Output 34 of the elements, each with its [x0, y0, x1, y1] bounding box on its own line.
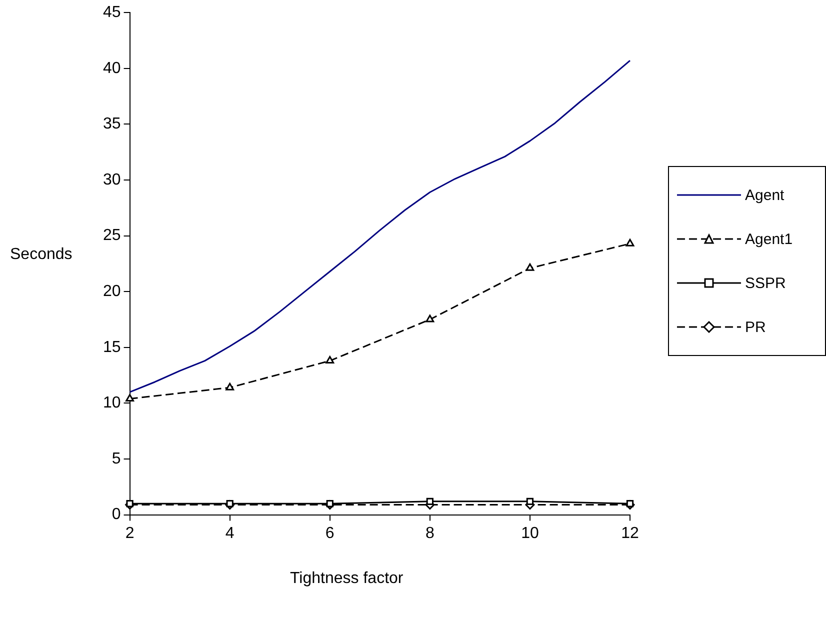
y-tick-label: 30	[103, 171, 121, 188]
point	[226, 500, 234, 508]
point	[526, 263, 534, 271]
point	[526, 498, 534, 505]
point	[226, 382, 234, 390]
point	[426, 314, 434, 322]
y-tick-label: 25	[103, 227, 121, 244]
x-tick-label: 12	[621, 524, 639, 542]
y-tick-label: 0	[112, 506, 121, 524]
y-tick-label: 15	[103, 338, 121, 356]
x-tick-label: 10	[521, 524, 539, 542]
point	[626, 500, 634, 508]
point	[126, 394, 134, 402]
x-tick-label: 2	[125, 524, 134, 542]
y-tick-label: 35	[103, 116, 121, 133]
y-axis-title: Seconds	[10, 246, 72, 264]
legend-label: Agent	[745, 186, 784, 204]
legend-label: PR	[745, 318, 766, 336]
legend-label: Agent1	[745, 230, 793, 248]
point	[326, 500, 334, 508]
point	[126, 500, 134, 508]
x-tick-label: 4	[225, 524, 234, 542]
y-tick-label: 5	[112, 450, 121, 468]
x-axis-title: Tightness factor	[290, 570, 404, 588]
point	[426, 498, 434, 505]
point	[326, 356, 334, 364]
y-tick-label: 10	[103, 394, 121, 412]
x-tick-label: 6	[325, 524, 334, 542]
y-tick-label: 20	[103, 283, 121, 300]
legend-label: SSPR	[745, 274, 786, 292]
y-tick-label: 40	[103, 60, 121, 77]
y-tick-label: 45	[103, 4, 121, 22]
point	[626, 238, 634, 246]
x-tick-label: 8	[425, 524, 434, 542]
